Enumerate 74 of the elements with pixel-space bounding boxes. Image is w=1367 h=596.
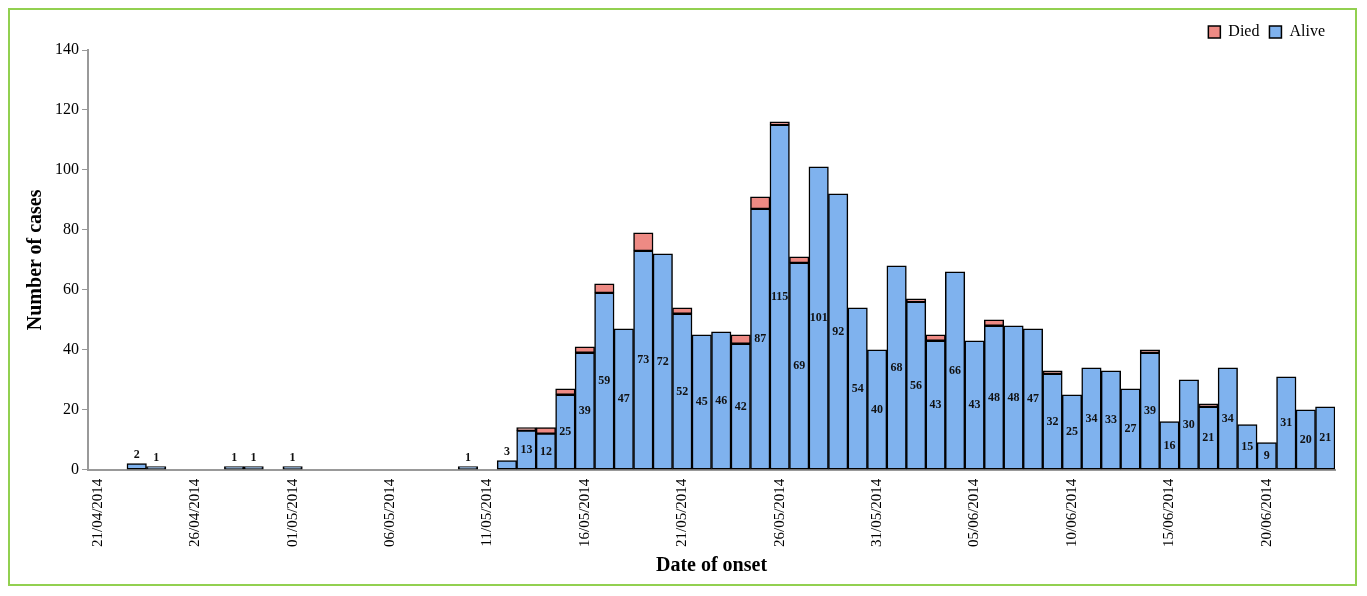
x-tick-label: 10/06/2014: [1062, 478, 1079, 548]
data-label: 69: [793, 358, 806, 373]
data-label: 73: [637, 352, 650, 367]
y-axis-title: Number of cases: [23, 189, 46, 331]
y-tick-label: 20: [63, 399, 79, 417]
x-tick-label: 15/06/2014: [1160, 478, 1177, 548]
y-tick-label: 80: [63, 220, 79, 238]
x-tick-label: 01/05/2014: [283, 478, 300, 548]
data-label: 43: [968, 397, 981, 412]
legend-label: Died: [1228, 22, 1260, 40]
data-label: 1: [464, 449, 471, 464]
data-label: 34: [1085, 410, 1098, 425]
data-label: 2: [133, 446, 140, 461]
data-label: 20: [1299, 431, 1312, 446]
y-tick-label: 120: [55, 100, 79, 118]
y-tick-label: 0: [71, 459, 79, 477]
data-label: 34: [1221, 410, 1234, 425]
data-label: 25: [559, 424, 572, 439]
x-tick-label: 31/05/2014: [868, 478, 885, 548]
data-label: 39: [578, 403, 591, 418]
data-label: 115: [771, 289, 789, 304]
data-label: 40: [871, 401, 884, 416]
data-label: 3: [503, 443, 510, 458]
data-label: 33: [1104, 412, 1117, 427]
data-label: 21: [1202, 430, 1215, 445]
x-tick-label: 06/05/2014: [380, 478, 397, 548]
data-label: 54: [851, 380, 864, 395]
data-label: 52: [676, 383, 689, 398]
data-label: 92: [832, 323, 845, 338]
data-label: 12: [539, 443, 552, 458]
data-label: 27: [1124, 421, 1137, 436]
data-label: 46: [715, 392, 728, 407]
data-label: 21: [1319, 430, 1332, 445]
data-label: 30: [1182, 416, 1195, 431]
data-label: 16: [1163, 437, 1176, 452]
x-tick-label: 11/05/2014: [478, 478, 495, 547]
data-label: 25: [1065, 424, 1078, 439]
x-axis-title: Date of onset: [655, 553, 768, 576]
y-tick-label: 140: [55, 40, 79, 58]
data-label: 13: [520, 442, 533, 457]
data-label: 15: [1241, 439, 1254, 454]
x-tick-label: 21/05/2014: [673, 478, 690, 548]
data-label: 59: [598, 373, 611, 388]
y-tick-label: 40: [63, 339, 79, 357]
x-tick-label: 21/04/2014: [88, 478, 105, 548]
data-label: 68: [890, 359, 903, 374]
data-label: 56: [910, 377, 923, 392]
data-label: 1: [231, 449, 238, 464]
data-label: 66: [949, 362, 962, 377]
x-tick-label: 05/06/2014: [965, 478, 982, 548]
data-label: 48: [1007, 389, 1020, 404]
data-label: 45: [695, 394, 708, 409]
data-label: 101: [809, 310, 828, 325]
x-tick-label: 26/04/2014: [186, 478, 203, 548]
data-label: 43: [929, 397, 942, 412]
y-tick-label: 60: [63, 280, 79, 298]
y-tick-label: 100: [55, 160, 79, 178]
data-label: 47: [1026, 391, 1039, 406]
data-label: 9: [1263, 448, 1270, 463]
legend-label: Alive: [1289, 22, 1325, 40]
x-tick-label: 16/05/2014: [575, 478, 592, 548]
data-label: 48: [988, 389, 1001, 404]
data-label: 87: [754, 331, 767, 346]
data-label: 39: [1143, 403, 1156, 418]
data-label: 47: [617, 391, 630, 406]
data-label: 32: [1046, 413, 1059, 428]
data-label: 1: [250, 449, 257, 464]
x-tick-label: 26/05/2014: [770, 478, 787, 548]
x-tick-label: 20/06/2014: [1257, 478, 1274, 548]
data-label: 72: [656, 353, 669, 368]
data-label: 1: [289, 449, 296, 464]
data-label: 1: [153, 449, 160, 464]
data-label: 42: [734, 398, 747, 413]
data-label: 31: [1280, 415, 1293, 430]
